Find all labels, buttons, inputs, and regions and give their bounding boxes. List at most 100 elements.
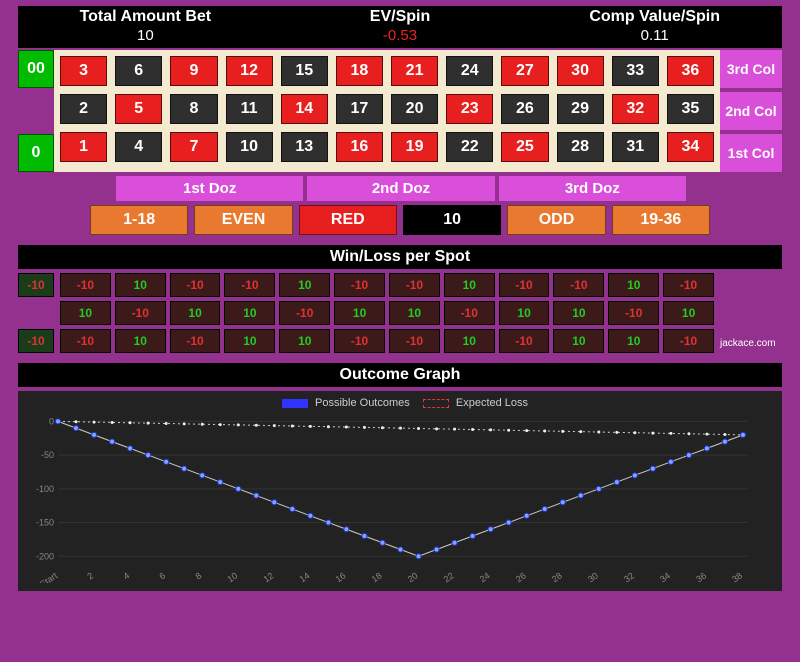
ev-label: EV/Spin xyxy=(273,8,528,26)
number-1[interactable]: 1 xyxy=(60,132,107,162)
number-7[interactable]: 7 xyxy=(170,132,217,162)
column-labels: 3rd Col 2nd Col 1st Col xyxy=(720,50,782,172)
number-15[interactable]: 15 xyxy=(281,56,328,86)
wl-zero-col: -10 -10 xyxy=(18,273,54,353)
wl-cell: 10 xyxy=(553,329,604,353)
wl-cell: 10 xyxy=(224,329,275,353)
outside-10[interactable]: 10 xyxy=(403,205,501,235)
col-1st[interactable]: 1st Col xyxy=(720,134,782,172)
wl-cell: 10 xyxy=(334,301,385,325)
total-bet-label: Total Amount Bet xyxy=(18,8,273,26)
wl-cell: -10 xyxy=(115,301,166,325)
number-17[interactable]: 17 xyxy=(336,94,383,124)
ev-value: -0.53 xyxy=(273,27,528,44)
number-25[interactable]: 25 xyxy=(501,132,548,162)
svg-text:6: 6 xyxy=(157,570,167,581)
total-bet-value: 10 xyxy=(18,27,273,44)
number-23[interactable]: 23 xyxy=(446,94,493,124)
col-3rd[interactable]: 3rd Col xyxy=(720,50,782,88)
number-33[interactable]: 33 xyxy=(612,56,659,86)
number-6[interactable]: 6 xyxy=(115,56,162,86)
number-2[interactable]: 2 xyxy=(60,94,107,124)
number-8[interactable]: 8 xyxy=(170,94,217,124)
number-5[interactable]: 5 xyxy=(115,94,162,124)
wl-cell: 10 xyxy=(553,301,604,325)
number-34[interactable]: 34 xyxy=(667,132,714,162)
wl-cell: -10 xyxy=(389,273,440,297)
number-26[interactable]: 26 xyxy=(501,94,548,124)
wl-cell: -10 xyxy=(499,273,550,297)
dozen-1[interactable]: 1st Doz xyxy=(116,176,303,201)
wl-cell: -10 xyxy=(334,329,385,353)
number-11[interactable]: 11 xyxy=(226,94,273,124)
chart-svg: 0-50-100-150-200Start2468101214161820222… xyxy=(28,413,768,583)
number-29[interactable]: 29 xyxy=(557,94,604,124)
chart-legend: Possible Outcomes Expected Loss xyxy=(28,397,772,409)
number-16[interactable]: 16 xyxy=(336,132,383,162)
svg-text:10: 10 xyxy=(225,570,239,583)
svg-text:34: 34 xyxy=(658,570,672,583)
legend-outcomes: Possible Outcomes xyxy=(315,397,410,409)
header-bar: Total Amount Bet 10 EV/Spin -0.53 Comp V… xyxy=(18,6,782,48)
wl-zero-0: -10 xyxy=(18,329,54,353)
number-36[interactable]: 36 xyxy=(667,56,714,86)
number-10[interactable]: 10 xyxy=(226,132,273,162)
svg-text:-150: -150 xyxy=(36,518,54,528)
svg-text:0: 0 xyxy=(49,416,54,426)
outside-19-36[interactable]: 19-36 xyxy=(612,205,710,235)
number-12[interactable]: 12 xyxy=(226,56,273,86)
number-14[interactable]: 14 xyxy=(281,94,328,124)
wl-cell: 10 xyxy=(224,301,275,325)
outside-bets-row: 1-18EVENRED10ODD19-36 xyxy=(90,205,710,235)
wl-cell: 10 xyxy=(279,329,330,353)
wl-cell: 10 xyxy=(170,301,221,325)
number-19[interactable]: 19 xyxy=(391,132,438,162)
number-18[interactable]: 18 xyxy=(336,56,383,86)
wl-cell: -10 xyxy=(170,329,221,353)
dozen-3[interactable]: 3rd Doz xyxy=(499,176,686,201)
number-21[interactable]: 21 xyxy=(391,56,438,86)
number-35[interactable]: 35 xyxy=(667,94,714,124)
number-9[interactable]: 9 xyxy=(170,56,217,86)
comp-col: Comp Value/Spin 0.11 xyxy=(527,8,782,44)
svg-text:14: 14 xyxy=(298,570,312,583)
svg-text:26: 26 xyxy=(514,570,528,583)
zero-00[interactable]: 00 xyxy=(18,50,54,88)
wl-cell: 10 xyxy=(389,301,440,325)
svg-text:16: 16 xyxy=(334,570,348,583)
svg-text:-50: -50 xyxy=(41,450,54,460)
number-13[interactable]: 13 xyxy=(281,132,328,162)
number-24[interactable]: 24 xyxy=(446,56,493,86)
outcome-chart: Possible Outcomes Expected Loss 0-50-100… xyxy=(18,391,782,591)
number-3[interactable]: 3 xyxy=(60,56,107,86)
dozen-2[interactable]: 2nd Doz xyxy=(307,176,494,201)
number-30[interactable]: 30 xyxy=(557,56,604,86)
wl-cell: -10 xyxy=(170,273,221,297)
total-bet-col: Total Amount Bet 10 xyxy=(18,8,273,44)
number-31[interactable]: 31 xyxy=(612,132,659,162)
outside-odd[interactable]: ODD xyxy=(507,205,605,235)
winloss-grid: -1010-10-1010-10-1010-10-1010-1010-10101… xyxy=(60,273,714,353)
number-22[interactable]: 22 xyxy=(446,132,493,162)
outside-1-18[interactable]: 1-18 xyxy=(90,205,188,235)
zero-column: 00 0 xyxy=(18,50,54,172)
number-20[interactable]: 20 xyxy=(391,94,438,124)
zero-0[interactable]: 0 xyxy=(18,134,54,172)
number-32[interactable]: 32 xyxy=(612,94,659,124)
wl-zero-00: -10 xyxy=(18,273,54,297)
number-grid: 3691215182124273033362581114172023262932… xyxy=(54,50,720,172)
wl-cell: -10 xyxy=(608,301,659,325)
svg-text:32: 32 xyxy=(622,570,636,583)
number-4[interactable]: 4 xyxy=(115,132,162,162)
col-2nd[interactable]: 2nd Col xyxy=(720,92,782,130)
number-27[interactable]: 27 xyxy=(501,56,548,86)
outside-even[interactable]: EVEN xyxy=(194,205,292,235)
wl-cell: -10 xyxy=(60,329,111,353)
svg-text:8: 8 xyxy=(194,570,204,581)
chart-title: Outcome Graph xyxy=(18,363,782,387)
wl-cell: -10 xyxy=(444,301,495,325)
svg-text:4: 4 xyxy=(121,570,131,581)
wl-cell: 10 xyxy=(279,273,330,297)
outside-red[interactable]: RED xyxy=(299,205,397,235)
number-28[interactable]: 28 xyxy=(557,132,604,162)
